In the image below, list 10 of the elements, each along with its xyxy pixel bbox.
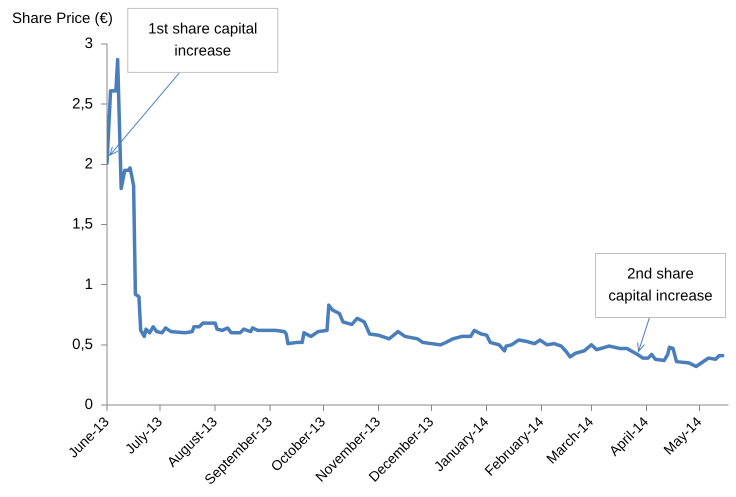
y-tick-label: 2,5 [72, 95, 93, 112]
y-tick-label: 2 [84, 155, 93, 172]
y-tick-label: 0 [84, 396, 93, 414]
y-tick-label: 3 [84, 35, 93, 52]
y-tick-label: 1 [84, 276, 93, 293]
y-tick-label: 0,5 [72, 336, 93, 353]
annotation: 1st share capital increase [148, 20, 258, 60]
y-tick-label: 1,5 [72, 216, 93, 233]
annotation: 2nd share capital increase [608, 266, 713, 305]
y-axis-title: Share Price (€) [12, 10, 113, 27]
